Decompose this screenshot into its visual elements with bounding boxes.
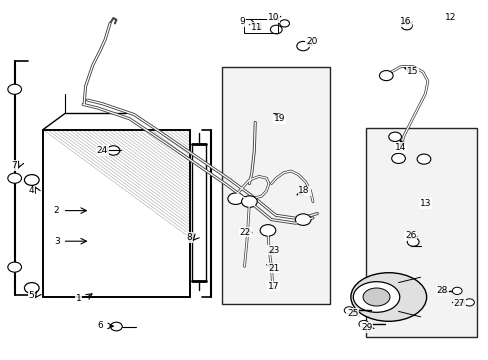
Text: 6: 6 (98, 321, 103, 330)
Text: 24: 24 (97, 146, 108, 155)
Text: 13: 13 (419, 199, 430, 208)
Text: 4: 4 (28, 186, 34, 195)
Circle shape (451, 287, 461, 294)
Text: 3: 3 (54, 237, 60, 246)
Circle shape (110, 322, 122, 331)
Circle shape (107, 146, 120, 155)
Bar (365, 128, 476, 337)
Circle shape (379, 71, 392, 81)
Circle shape (358, 320, 368, 328)
Text: 12: 12 (444, 13, 455, 22)
Circle shape (295, 214, 310, 225)
Circle shape (388, 132, 401, 141)
Text: 14: 14 (394, 143, 406, 152)
Circle shape (24, 175, 39, 185)
Text: 8: 8 (186, 233, 192, 242)
Circle shape (270, 25, 282, 34)
Text: 20: 20 (305, 37, 317, 46)
Circle shape (296, 41, 309, 51)
Circle shape (241, 196, 257, 207)
Circle shape (416, 154, 430, 164)
Circle shape (260, 225, 275, 236)
Bar (192, 144, 205, 281)
Text: 2: 2 (54, 206, 60, 215)
Text: 16: 16 (399, 17, 411, 26)
Circle shape (8, 84, 21, 94)
Text: 1: 1 (76, 294, 81, 303)
Text: 25: 25 (346, 309, 358, 318)
Text: 9: 9 (239, 17, 245, 26)
Circle shape (401, 22, 411, 30)
Text: 5: 5 (28, 291, 34, 300)
Text: 26: 26 (404, 231, 415, 240)
Circle shape (24, 283, 39, 293)
Bar (222, 67, 329, 304)
Circle shape (279, 20, 289, 27)
Circle shape (227, 193, 243, 204)
Text: 22: 22 (239, 228, 250, 237)
Ellipse shape (352, 282, 399, 312)
Text: 7: 7 (11, 161, 17, 170)
Ellipse shape (362, 288, 389, 306)
Text: 17: 17 (267, 282, 279, 291)
Circle shape (8, 262, 21, 272)
Text: 10: 10 (267, 13, 279, 22)
Circle shape (344, 307, 353, 314)
Circle shape (464, 299, 473, 306)
Text: 19: 19 (273, 114, 285, 123)
Text: 18: 18 (298, 186, 309, 195)
Text: 27: 27 (453, 299, 464, 307)
Bar (43, 130, 189, 297)
Text: 21: 21 (267, 264, 279, 273)
Text: 28: 28 (436, 287, 447, 295)
Circle shape (407, 238, 418, 246)
Text: 15: 15 (406, 68, 418, 77)
Text: 11: 11 (250, 22, 262, 31)
Text: 23: 23 (267, 246, 279, 255)
Circle shape (391, 153, 405, 163)
Ellipse shape (350, 273, 426, 321)
Bar (244, 19, 277, 33)
Text: 29: 29 (360, 323, 371, 332)
Circle shape (8, 173, 21, 183)
Bar (43, 130, 189, 297)
